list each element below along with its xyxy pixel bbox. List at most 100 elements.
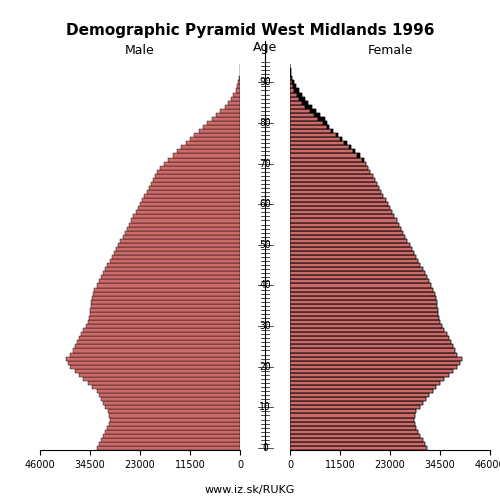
Text: 30: 30 (259, 321, 271, 331)
Bar (290, 288, 434, 292)
Bar (122, 234, 240, 239)
Bar (108, 410, 240, 414)
Bar (101, 438, 240, 442)
Bar (290, 239, 408, 243)
Bar (75, 344, 240, 348)
Bar (164, 162, 240, 166)
Bar (225, 104, 240, 109)
Bar (68, 360, 240, 364)
Bar (362, 158, 364, 162)
Bar (208, 121, 240, 125)
Bar (290, 381, 440, 385)
Bar (155, 174, 240, 178)
Bar (290, 162, 366, 166)
Bar (290, 397, 426, 401)
Bar (290, 284, 432, 288)
Bar (146, 190, 240, 194)
Bar (290, 434, 420, 438)
Bar (290, 406, 420, 409)
Bar (290, 133, 336, 137)
Bar (290, 348, 455, 352)
Bar (290, 222, 399, 226)
Bar (292, 80, 294, 84)
Bar (290, 76, 291, 80)
Bar (290, 344, 453, 348)
Bar (290, 158, 364, 162)
Text: 70: 70 (259, 158, 271, 168)
Bar (132, 218, 240, 222)
Bar (290, 296, 436, 300)
Bar (290, 414, 415, 418)
Bar (290, 385, 436, 389)
Bar (79, 336, 240, 340)
Bar (103, 401, 240, 406)
Bar (290, 426, 416, 430)
Bar (148, 186, 240, 190)
Bar (290, 190, 382, 194)
Bar (84, 377, 240, 381)
Bar (290, 430, 418, 434)
Text: 80: 80 (259, 118, 271, 128)
Bar (290, 271, 425, 276)
Bar (92, 385, 240, 389)
Bar (290, 401, 422, 406)
Bar (290, 117, 325, 121)
Text: 60: 60 (259, 199, 271, 209)
Bar (114, 251, 240, 255)
Bar (290, 214, 395, 218)
Bar (96, 389, 240, 393)
Bar (290, 328, 444, 332)
Bar (336, 133, 338, 137)
Bar (290, 230, 403, 234)
Bar (290, 324, 442, 328)
Bar (290, 109, 310, 113)
Bar (290, 397, 426, 401)
Bar (290, 109, 316, 113)
Bar (290, 276, 427, 280)
Bar (290, 328, 444, 332)
Bar (290, 348, 455, 352)
Bar (98, 393, 240, 397)
Bar (290, 360, 460, 364)
Bar (290, 96, 305, 100)
Bar (292, 84, 296, 88)
Bar (290, 166, 368, 170)
Bar (290, 288, 434, 292)
Bar (290, 267, 422, 271)
Bar (98, 280, 240, 283)
Bar (290, 104, 312, 109)
Bar (290, 141, 346, 146)
Bar (151, 182, 240, 186)
Bar (90, 308, 240, 312)
Bar (290, 129, 334, 133)
Bar (220, 109, 240, 113)
Bar (70, 352, 240, 356)
Bar (290, 125, 329, 129)
Bar (302, 100, 308, 104)
Bar (290, 434, 420, 438)
Bar (290, 194, 384, 198)
Bar (290, 385, 436, 389)
Bar (290, 308, 438, 312)
Bar (290, 178, 375, 182)
Bar (127, 226, 240, 230)
Bar (105, 406, 240, 409)
Bar (290, 426, 416, 430)
Bar (290, 271, 425, 276)
Bar (290, 446, 427, 450)
Bar (290, 352, 458, 356)
Bar (290, 296, 436, 300)
Bar (290, 377, 444, 381)
Bar (290, 304, 437, 308)
Bar (290, 446, 427, 450)
Bar (290, 418, 414, 422)
Bar (327, 125, 329, 129)
Bar (290, 206, 390, 210)
Bar (94, 288, 240, 292)
Bar (290, 340, 451, 344)
Text: 10: 10 (259, 402, 271, 412)
Bar (353, 150, 355, 154)
Bar (86, 324, 240, 328)
Bar (290, 226, 401, 230)
Bar (290, 178, 375, 182)
